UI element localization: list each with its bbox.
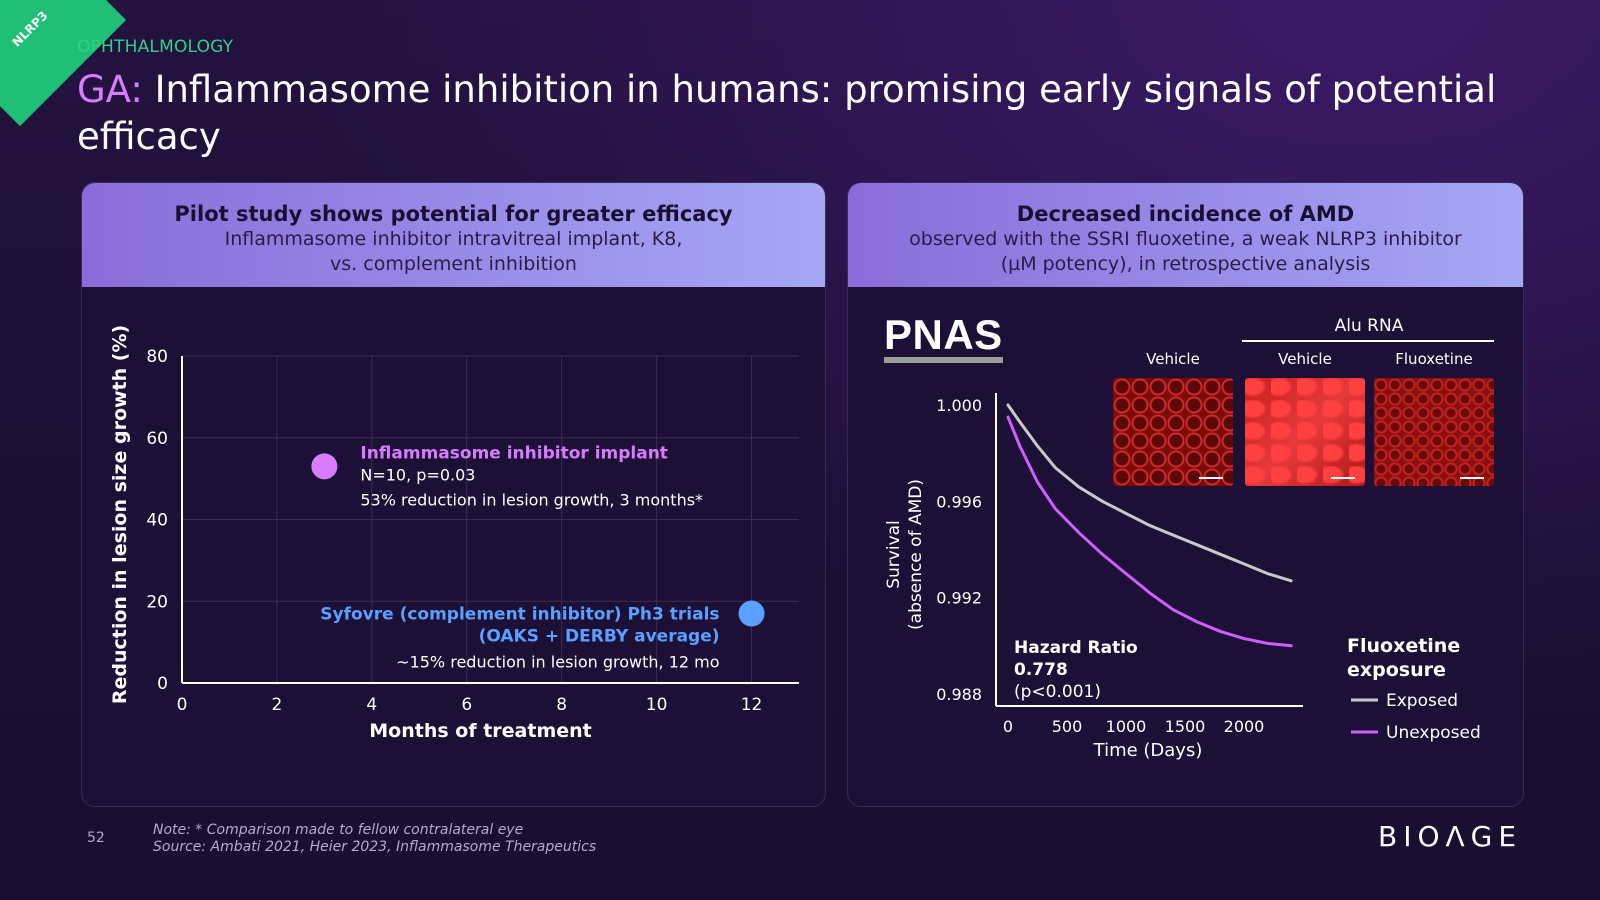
lesion-growth-scatter-chart: 0 2 4 6 8 10 12 0 20 40 60 80 Months of treatment Red… [109,325,799,742]
hazard-ratio-p-value: (p<0.001) [1014,682,1101,702]
x-tick-label: 1500 [1165,717,1206,736]
hazard-ratio-label: Hazard Ratio [1014,638,1138,658]
pnas-logo: PNAS [884,314,1003,363]
section-kicker: OPHTHALMOLOGY [77,37,234,57]
data-label-inflammasome-name: Inflammasome inhibitor implant [360,443,668,463]
alu-rna-divider [1242,340,1494,342]
y-tick-label: 0.988 [936,685,982,704]
x-tick-label: 1000 [1106,717,1147,736]
amd-incidence-header: Decreased incidence of AMD observed with… [848,183,1523,287]
x-tick-label: 500 [1052,717,1083,736]
y-axis-label: Reduction in lesion size growth (%) [109,325,131,704]
y-axis-label-2: (absence of AMD) [906,479,926,630]
footnote-source: Source: Ambati 2021, Heier 2023, Inflamm… [153,839,597,855]
title-accent: GA: [77,68,143,111]
legend-label-unexposed: Unexposed [1386,723,1481,743]
y-axis-label-1: Survival [884,520,904,589]
x-tick-label: 10 [646,695,668,715]
x-tick-label: 4 [366,695,377,715]
scale-bar [1331,477,1355,479]
bioage-logo: BIOΛGE [1378,820,1523,853]
amd-incidence-subheading-1: observed with the SSRI fluoxetine, a wea… [909,228,1462,250]
y-tick-label: 0 [157,674,168,694]
micrograph-alu-fluoxetine [1374,378,1494,486]
micrograph-label-vehicle-1: Vehicle [1146,350,1200,368]
page-number: 52 [87,830,105,846]
x-tick-label: 8 [556,695,567,715]
alu-rna-label: Alu RNA [1334,316,1404,336]
data-label-syfovre-name-2: (OAKS + DERBY average) [479,627,720,647]
scale-bar [1199,477,1223,479]
pilot-study-header: Pilot study shows potential for greater … [82,183,825,287]
legend-label-exposed: Exposed [1386,691,1458,711]
y-tick-label: 80 [146,347,168,367]
amd-incidence-subheading-2: (µM potency), in retrospective analysis [1000,253,1371,275]
series-line-unexposed [1006,415,1293,648]
x-tick-label: 2000 [1224,717,1265,736]
data-label-inflammasome-result: 53% reduction in lesion growth, 3 months… [360,490,703,509]
y-tick-label: 1.000 [936,396,982,415]
data-point-syfovre [738,600,765,627]
micrograph-vehicle-control [1113,378,1233,486]
legend-title-1: Fluoxetine [1347,635,1460,657]
title-text: Inflammasome inhibition in humans: promi… [77,68,1497,158]
x-tick-label: 2 [272,695,283,715]
y-tick-label: 60 [146,429,168,449]
page-title: GA: Inflammasome inhibition in humans: p… [77,66,1537,160]
data-label-syfovre-result: ~15% reduction in lesion growth, 12 mo [396,653,719,672]
scale-bar [1460,477,1484,479]
pilot-study-subheading-2: vs. complement inhibition [330,253,577,275]
x-tick-label: 0 [1003,717,1013,736]
micrograph-label-vehicle-2: Vehicle [1278,350,1332,368]
footnote: Note: * Comparison made to fellow contra… [153,822,596,856]
micrograph-label-fluoxetine: Fluoxetine [1395,350,1473,368]
x-axis-label: Time (Days) [1093,740,1203,761]
x-tick-label: 6 [461,695,472,715]
pilot-study-panel: Pilot study shows potential for greater … [81,182,826,807]
hazard-ratio-value: 0.778 [1014,660,1068,680]
series-line-exposed [1006,403,1293,583]
pilot-study-subheading-1: Inflammasome inhibitor intravitreal impl… [224,228,683,250]
y-tick-label: 40 [146,511,168,531]
data-label-inflammasome-stats: N=10, p=0.03 [360,465,475,484]
data-label-syfovre-name: Syfovre (complement inhibitor) Ph3 trial… [320,605,719,625]
amd-incidence-panel: Decreased incidence of AMD observed with… [847,182,1524,807]
x-tick-label: 12 [741,695,763,715]
y-tick-label: 0.996 [936,492,982,511]
legend-title-2: exposure [1347,659,1446,681]
micrograph-alu-vehicle [1245,378,1365,486]
y-tick-label: 20 [146,592,168,612]
data-point-inflammasome [311,453,338,480]
y-tick-label: 0.992 [936,589,982,608]
x-axis-label: Months of treatment [369,720,592,742]
pilot-study-heading: Pilot study shows potential for greater … [174,202,733,226]
x-tick-label: 0 [177,695,188,715]
footnote-note: Note: * Comparison made to fellow contra… [153,822,524,838]
amd-survival-chart: 0.988 0.992 0.996 1.000 0 500 1000 1500 2000 Time… [884,393,1481,761]
amd-incidence-heading: Decreased incidence of AMD [1016,202,1355,226]
